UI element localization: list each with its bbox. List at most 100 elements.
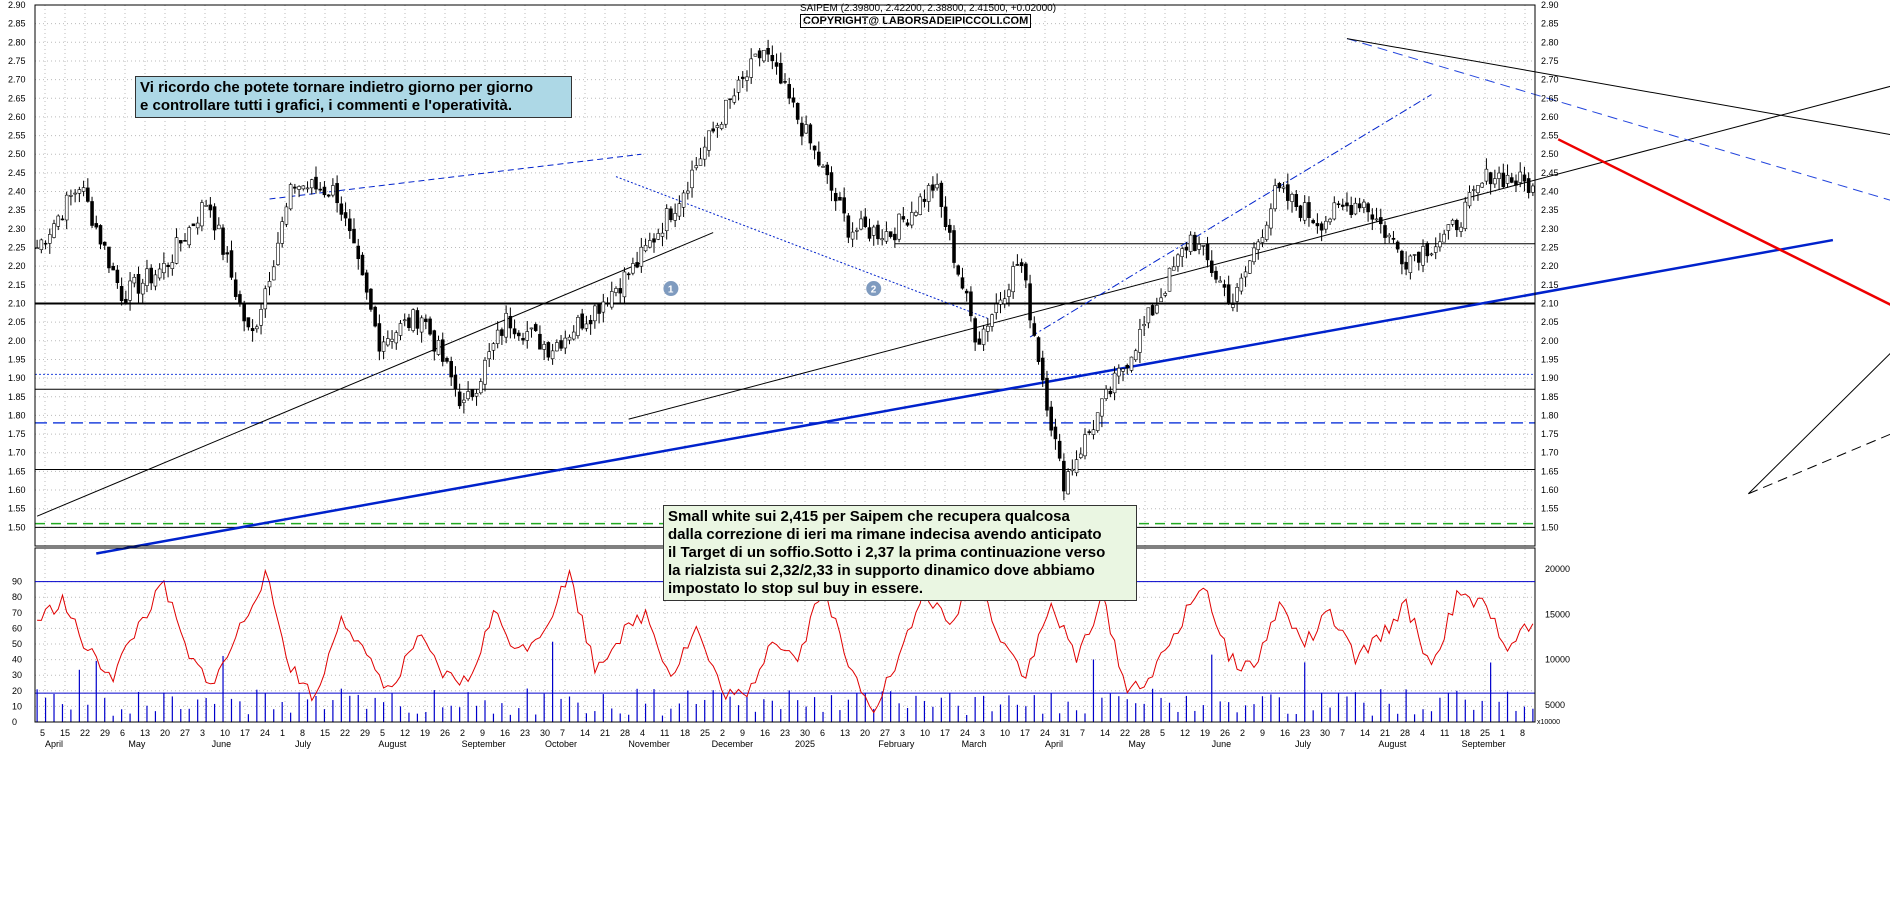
candle-body bbox=[859, 218, 863, 230]
y-tick-label: 2.80 bbox=[8, 37, 26, 47]
candle-body bbox=[381, 341, 386, 352]
candle-body bbox=[293, 186, 297, 189]
candle-body bbox=[1248, 260, 1252, 274]
candle-body bbox=[1488, 172, 1493, 185]
candle-body bbox=[1155, 304, 1159, 314]
candle-body bbox=[221, 227, 225, 255]
candle-body bbox=[893, 233, 897, 241]
x-tick-label: 24 bbox=[260, 728, 270, 738]
resistance-line bbox=[1346, 38, 1890, 135]
candle-body bbox=[952, 230, 956, 263]
candle-body bbox=[466, 391, 470, 400]
y-tick-label: 1.55 bbox=[8, 504, 26, 514]
candle-body bbox=[1383, 225, 1387, 238]
candle-body bbox=[1193, 234, 1197, 251]
x-month-label: July bbox=[295, 739, 312, 749]
candle-body bbox=[757, 50, 762, 59]
candle-body bbox=[542, 344, 546, 350]
candle-body bbox=[1357, 203, 1362, 209]
candle-body bbox=[102, 241, 107, 246]
candle-body bbox=[246, 317, 251, 328]
info-note-line: e controllare tutti i grafici, i comment… bbox=[140, 97, 512, 114]
candle-body bbox=[1214, 270, 1218, 280]
candle-body bbox=[1395, 241, 1400, 250]
candle-body bbox=[643, 245, 648, 252]
marker-label: 1 bbox=[668, 285, 674, 296]
y-tick-label: 2.55 bbox=[8, 131, 26, 141]
candle-body bbox=[973, 318, 977, 343]
y-tick-label: 2.30 bbox=[1541, 224, 1559, 234]
candle-body bbox=[1011, 266, 1015, 293]
x-tick-label: 25 bbox=[700, 728, 710, 738]
y-tick-label: 2.50 bbox=[1541, 149, 1559, 159]
candle-body bbox=[1239, 277, 1244, 292]
candle-body bbox=[580, 313, 584, 329]
candle-body bbox=[939, 182, 944, 207]
candle-body bbox=[918, 196, 922, 215]
candle-body bbox=[884, 231, 889, 242]
candle-body bbox=[838, 196, 842, 201]
candle-body bbox=[812, 145, 817, 151]
candle-body bbox=[1040, 357, 1045, 381]
x-tick-label: 26 bbox=[1220, 728, 1230, 738]
candle-body bbox=[766, 47, 770, 55]
x-tick-label: 6 bbox=[120, 728, 125, 738]
candle-body bbox=[390, 338, 394, 342]
candle-body bbox=[305, 187, 310, 190]
y-tick-label: 2.35 bbox=[1541, 205, 1559, 215]
candle-body bbox=[162, 263, 166, 274]
candle-body bbox=[986, 325, 990, 332]
candle-body bbox=[174, 237, 179, 264]
x-tick-label: 21 bbox=[1380, 728, 1390, 738]
oscillator-tick-label: 60 bbox=[12, 623, 22, 633]
candle-body bbox=[170, 262, 175, 269]
candle-body bbox=[43, 242, 48, 245]
candle-body bbox=[377, 323, 382, 352]
candle-body bbox=[1391, 237, 1396, 240]
candle-body bbox=[1091, 429, 1096, 435]
candle-body bbox=[783, 81, 787, 83]
x-tick-label: 4 bbox=[640, 728, 645, 738]
candle-body bbox=[267, 281, 272, 288]
candle-body bbox=[500, 329, 504, 336]
candle-body bbox=[1264, 224, 1269, 240]
candle-body bbox=[343, 212, 348, 219]
y-tick-label: 1.60 bbox=[1541, 485, 1559, 495]
x-tick-label: 22 bbox=[80, 728, 90, 738]
candle-body bbox=[825, 164, 830, 176]
candle-body bbox=[1417, 251, 1421, 263]
oscillator-tick-label: 0 bbox=[12, 717, 17, 727]
x-tick-label: 26 bbox=[440, 728, 450, 738]
x-tick-label: 17 bbox=[240, 728, 250, 738]
candle-body bbox=[187, 227, 192, 246]
analysis-note-line: Small white sui 2,415 per Saipem che rec… bbox=[668, 508, 1070, 525]
x-month-label: August bbox=[378, 739, 407, 749]
candle-body bbox=[508, 315, 513, 329]
candle-body bbox=[909, 212, 914, 226]
x-tick-label: 18 bbox=[1460, 728, 1470, 738]
candle-body bbox=[1066, 471, 1070, 495]
y-tick-label: 2.15 bbox=[1541, 280, 1559, 290]
x-tick-label: 27 bbox=[880, 728, 890, 738]
candle-body bbox=[1408, 255, 1413, 273]
candle-body bbox=[1112, 372, 1117, 394]
candle-body bbox=[204, 205, 208, 207]
candle-body bbox=[39, 239, 44, 250]
candle-body bbox=[394, 332, 399, 344]
candle-body bbox=[462, 399, 466, 403]
candle-body bbox=[191, 223, 196, 227]
candle-body bbox=[428, 318, 432, 335]
candle-body bbox=[255, 326, 259, 330]
candle-body bbox=[339, 203, 344, 215]
x-tick-label: 21 bbox=[600, 728, 610, 738]
y-tick-label: 1.65 bbox=[8, 466, 26, 476]
candle-body bbox=[926, 185, 931, 202]
candle-body bbox=[550, 350, 555, 360]
candle-body bbox=[200, 202, 204, 227]
candle-body bbox=[1471, 189, 1476, 191]
candle-body bbox=[1374, 218, 1379, 221]
y-tick-label: 2.65 bbox=[8, 93, 26, 103]
x-tick-label: 23 bbox=[520, 728, 530, 738]
candle-body bbox=[1484, 168, 1489, 182]
candle-body bbox=[1319, 223, 1324, 231]
